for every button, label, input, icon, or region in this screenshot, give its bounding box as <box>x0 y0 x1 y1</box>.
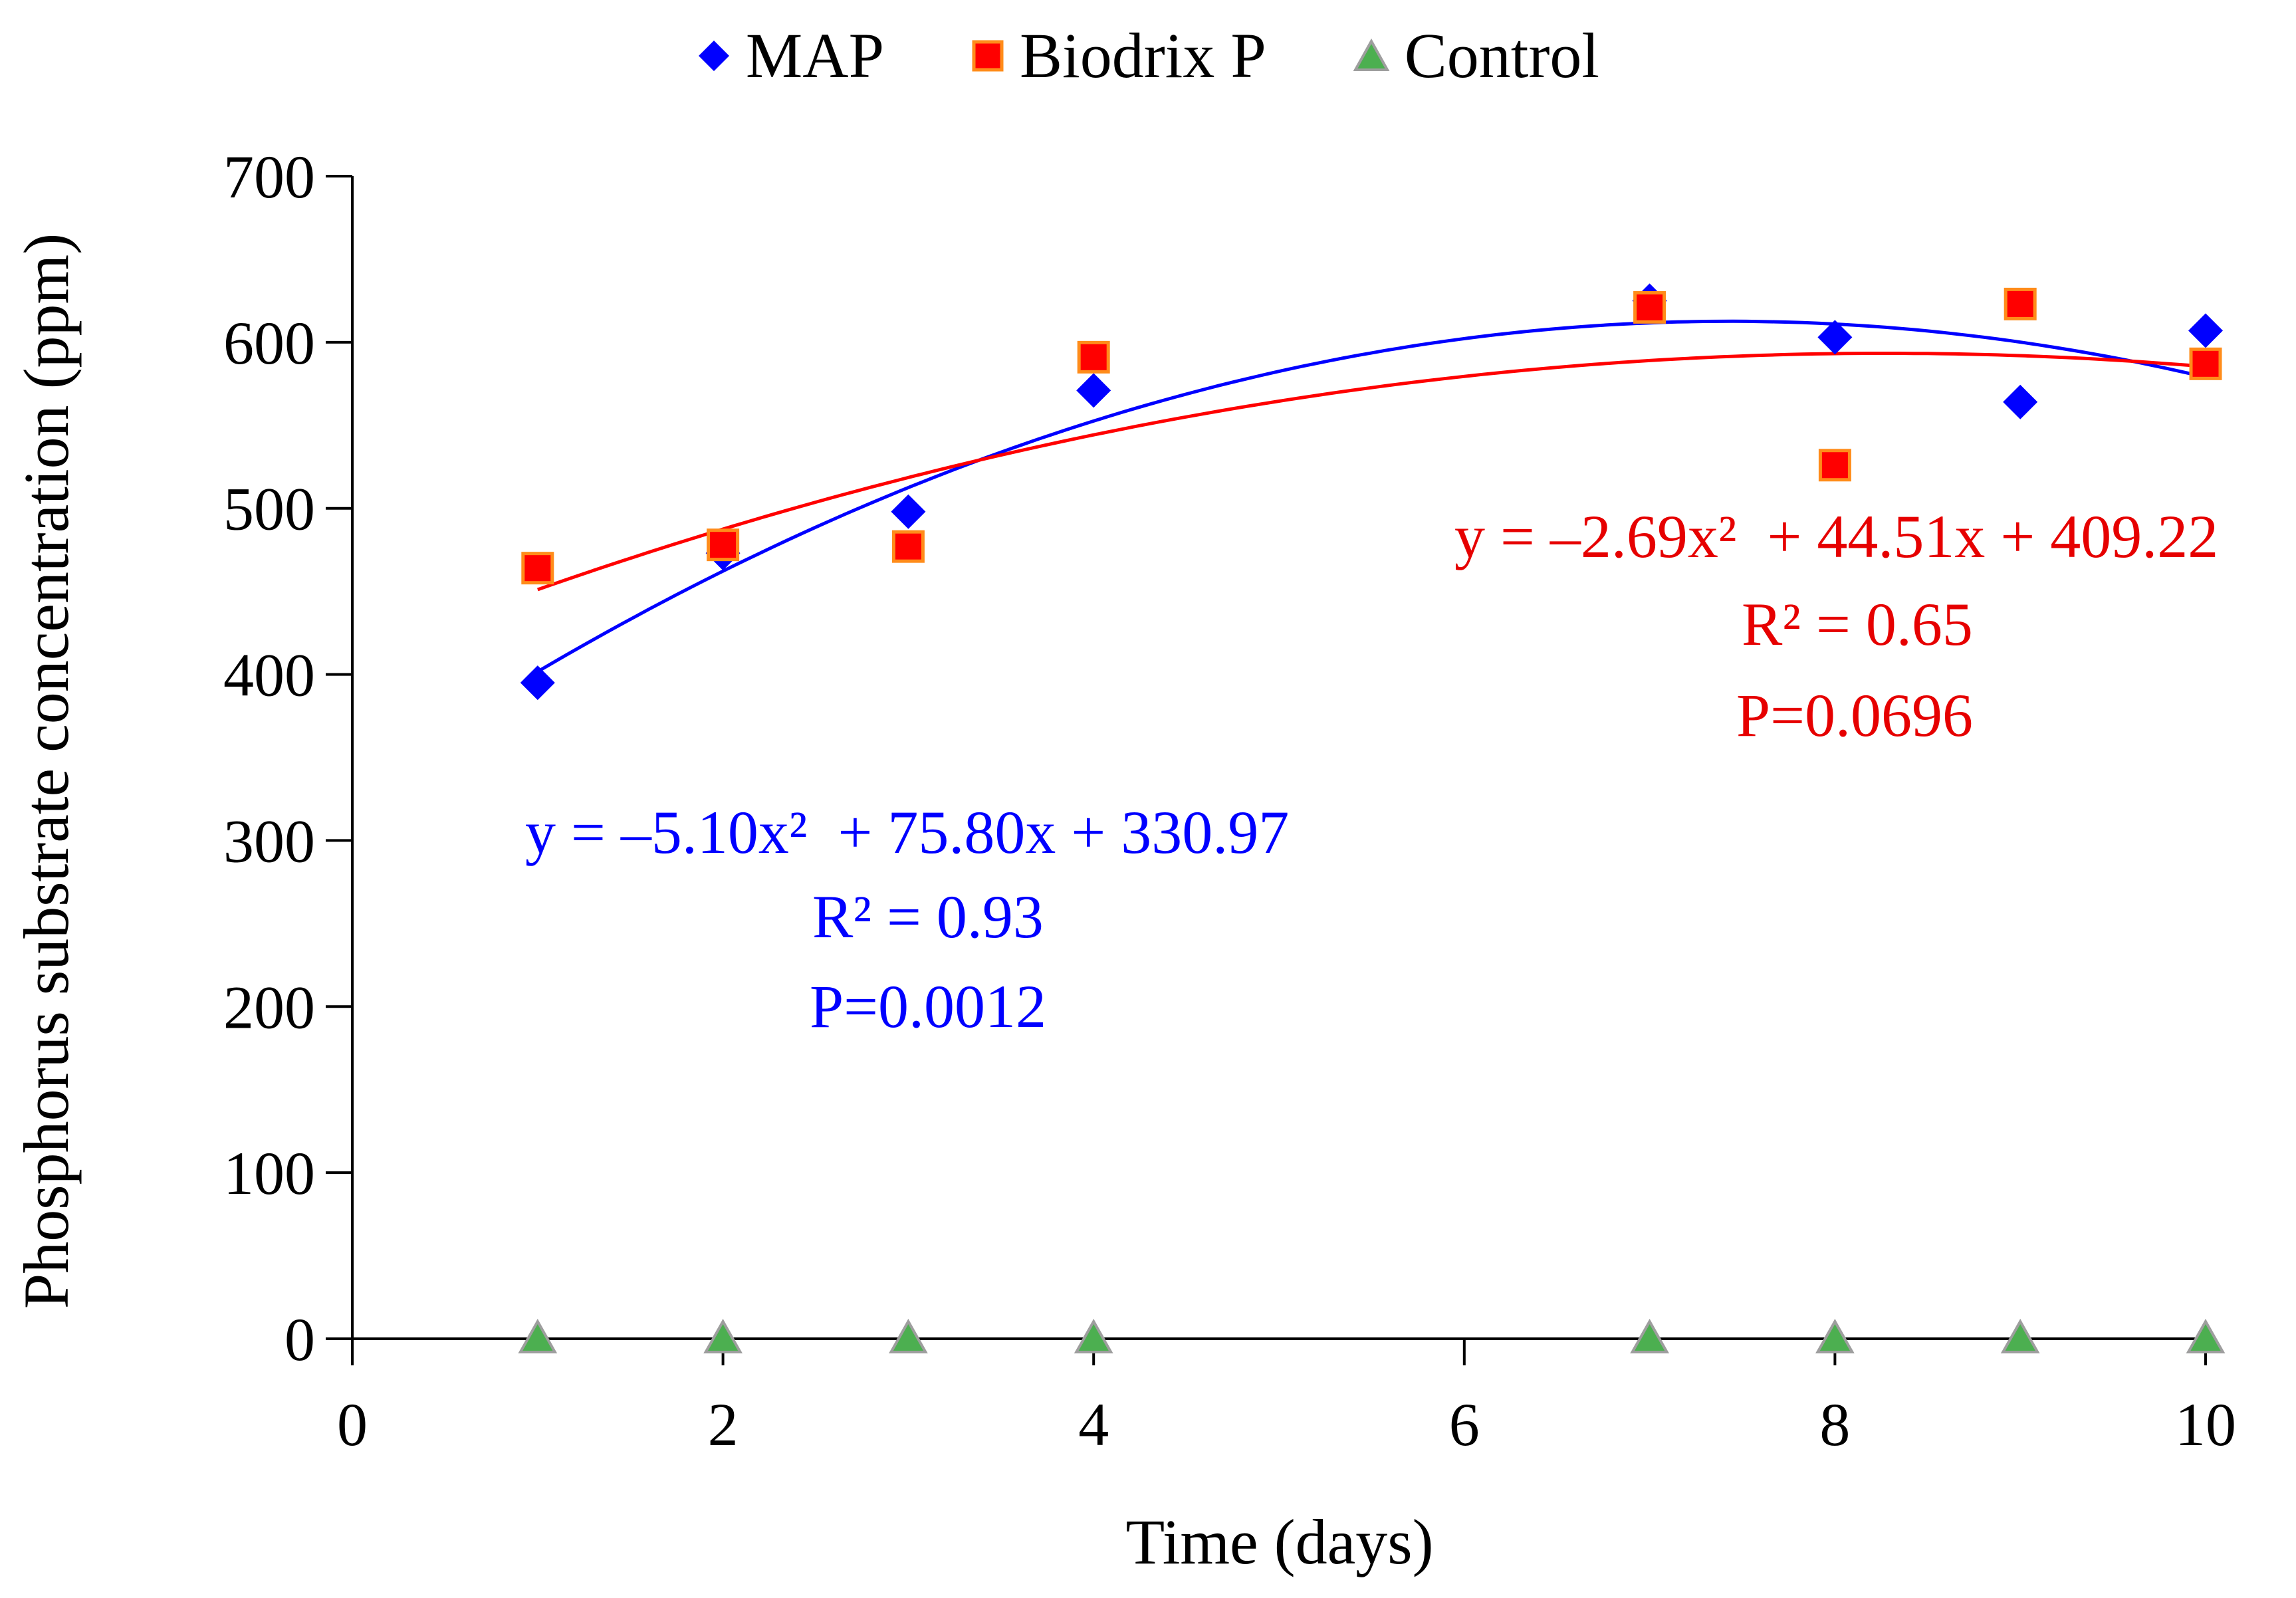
biodrix-equation: y = –2.69x² + 44.51x + 409.22 <box>1454 503 2218 570</box>
y-tick-label: 100 <box>223 1139 315 1207</box>
control-point <box>2186 1318 2226 1353</box>
y-tick-label: 400 <box>223 641 315 709</box>
trendline-biodrix-p <box>536 352 2206 592</box>
map-point <box>1076 373 1111 408</box>
trendline-map <box>536 319 2206 673</box>
x-tick-label: 0 <box>337 1391 368 1458</box>
biodrix-p-point <box>1818 449 1851 482</box>
control-point <box>1630 1318 1670 1353</box>
biodrix-r-squared: R² = 0.65 <box>1742 590 1973 658</box>
x-tick-label: 4 <box>1078 1391 1109 1458</box>
y-axis-title: Phosphorus substrate concentration (ppm) <box>11 233 82 1309</box>
x-axis-title: Time (days) <box>1125 1506 1433 1577</box>
legend-label-control: Control <box>1404 20 1600 91</box>
map-equation: y = –5.10x² + 75.80x + 330.97 <box>525 798 1289 866</box>
data-points <box>518 283 2226 1353</box>
map-point <box>520 665 555 701</box>
diamond-marker-icon <box>698 40 729 71</box>
map-point <box>2188 313 2223 348</box>
map-p-value: P=0.0012 <box>810 972 1046 1040</box>
biodrix-p-point <box>1633 290 1666 324</box>
biodrix-p-point <box>521 552 554 585</box>
x-tick-label: 8 <box>1819 1391 1850 1458</box>
legend-item-biodrix: Biodrix P <box>971 19 1266 92</box>
x-tick-label: 10 <box>2175 1391 2236 1458</box>
axes: 0 100 200 300 400 500 600 700 0 2 4 6 8 10 <box>223 143 2236 1458</box>
map-r-squared: R² = 0.93 <box>812 883 1044 951</box>
control-point <box>2000 1318 2040 1353</box>
biodrix-p-point <box>1077 340 1110 374</box>
x-tick-label: 6 <box>1449 1391 1480 1458</box>
map-point <box>2003 384 2038 419</box>
chart-legend: MAP Biodrix P Control <box>0 19 2296 92</box>
control-point <box>1815 1318 1855 1353</box>
control-point <box>518 1318 558 1353</box>
y-tick-label: 200 <box>223 973 315 1041</box>
legend-label-map: MAP <box>745 20 884 91</box>
biodrix-p-point <box>2189 347 2222 380</box>
legend-label-biodrix: Biodrix P <box>1020 20 1266 91</box>
control-point <box>703 1318 743 1353</box>
trendlines <box>536 319 2206 673</box>
biodrix-p-point <box>707 528 740 562</box>
map-point <box>1817 320 1853 355</box>
legend-item-map: MAP <box>697 19 884 92</box>
biodrix-p-value: P=0.0696 <box>1736 681 1973 749</box>
square-marker-icon <box>972 40 1004 71</box>
control-point <box>1074 1318 1113 1353</box>
y-tick-label: 600 <box>223 309 315 377</box>
y-tick-label: 300 <box>223 807 315 875</box>
control-point <box>888 1318 928 1353</box>
legend-item-control: Control <box>1353 19 1599 92</box>
map-point <box>891 494 926 529</box>
y-tick-label: 0 <box>285 1306 315 1373</box>
biodrix-p-point <box>2004 287 2037 320</box>
y-tick-label: 700 <box>223 143 315 211</box>
biodrix-p-point <box>891 530 925 563</box>
x-tick-label: 2 <box>708 1391 739 1458</box>
y-tick-label: 500 <box>223 475 315 543</box>
triangle-marker-icon <box>1353 38 1390 71</box>
